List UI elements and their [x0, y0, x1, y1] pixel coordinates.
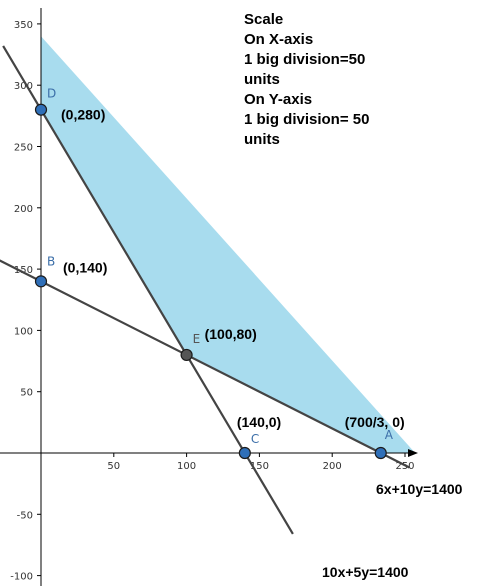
y-tick-label: 250	[14, 143, 33, 154]
point-letter-c: C	[251, 432, 259, 446]
y-tick-label: 350	[14, 20, 33, 31]
point-c	[238, 446, 251, 460]
point-coord-a: (700/3, 0)	[345, 414, 405, 430]
scale-note-line: Scale	[244, 11, 284, 28]
y-tick-label: 50	[20, 388, 33, 399]
point-letter-a: A	[385, 428, 394, 442]
equation-label-2: 6x+10y=1400	[376, 481, 463, 497]
scale-note-line: On Y-axis	[244, 91, 313, 108]
y-tick-label: 300	[14, 81, 33, 92]
y-tick-label: 200	[14, 204, 33, 215]
point-coord-b: (0,140)	[63, 259, 107, 275]
x-tick-label: 200	[323, 461, 342, 472]
constraint-line-2	[0, 259, 410, 469]
scale-note-line: 1 big division= 50	[244, 111, 370, 128]
x-axis-arrow	[408, 449, 418, 457]
point-d	[34, 103, 48, 116]
labels-layer: 10x+5y=1400 6x+10y=1400 A(700/3, 0) B (0,140…	[47, 87, 463, 580]
point-letter-e: E	[193, 332, 201, 346]
y-tick-label: 100	[14, 326, 33, 337]
point-letter-d: D	[47, 87, 56, 101]
x-tick-label: 150	[250, 461, 269, 472]
feasible-region	[41, 36, 416, 453]
y-tick-label: -50	[17, 510, 33, 521]
feasible-region-layer	[41, 36, 416, 453]
scale-note-line: 1 big division=50	[244, 51, 366, 68]
y-tick-label: -100	[10, 572, 33, 583]
point-coord-e: (100,80)	[205, 326, 257, 342]
scale-note-line: units	[244, 131, 280, 148]
point-coord-d: (0,280)	[61, 107, 105, 123]
point-e	[180, 348, 193, 362]
x-tick-label: 100	[177, 461, 196, 472]
point-coord-c: (140,0)	[237, 414, 281, 430]
point-a	[374, 446, 387, 460]
point-b	[34, 275, 48, 288]
scale-note-line: On X-axis	[244, 31, 314, 48]
x-tick-label: 250	[395, 461, 414, 472]
point-letter-b: B	[47, 254, 55, 268]
axes-layer: 50 100 150 200 250 -100 -50 50 100 150 200 250 300 35…	[0, 8, 418, 586]
equation-label-1: 10x+5y=1400	[322, 564, 409, 580]
points-layer	[34, 103, 387, 460]
scale-note: Scale On X-axis 1 big division=50 units …	[244, 10, 369, 150]
x-tick-label: 50	[107, 461, 120, 472]
scale-note-line: units	[244, 71, 280, 88]
y-tick-label: 150	[14, 265, 33, 276]
